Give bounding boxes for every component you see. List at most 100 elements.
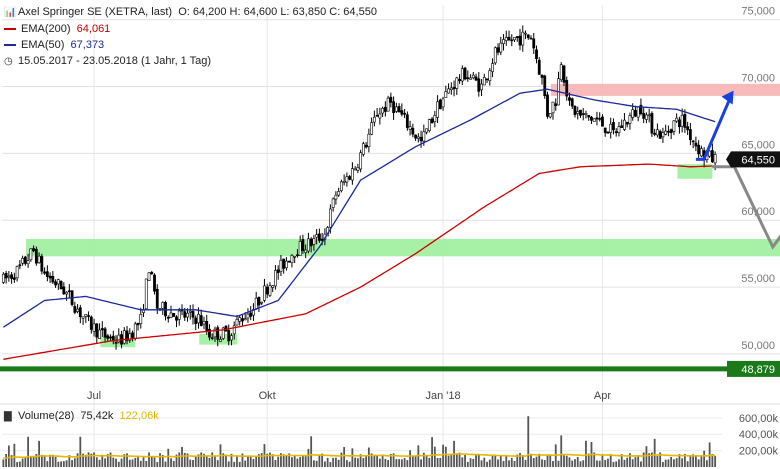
candle-body xyxy=(678,119,681,128)
candle-body xyxy=(565,80,569,97)
ema50-label: EMA(50) xyxy=(21,39,65,51)
ema200-value: 64,061 xyxy=(76,23,111,35)
volume-bar xyxy=(170,458,172,467)
volume-bar xyxy=(549,454,552,467)
candle-body xyxy=(430,118,434,124)
candle-body xyxy=(688,129,692,141)
volume-bar xyxy=(535,456,538,467)
candle-body xyxy=(381,108,385,114)
ema50-value: 67,373 xyxy=(70,39,105,51)
bottom-level-label: 48,879 xyxy=(741,364,775,376)
volume-bar xyxy=(315,460,318,467)
candle-body xyxy=(4,272,8,279)
volume-bar xyxy=(596,460,598,467)
ema50-swatch xyxy=(4,44,16,47)
volume-bar xyxy=(51,454,54,467)
volume-bar xyxy=(252,458,255,467)
volume-bar xyxy=(373,454,376,467)
volume-bar xyxy=(461,457,464,467)
candle-body xyxy=(186,312,189,318)
candle-body xyxy=(307,238,310,252)
candle-body xyxy=(438,99,442,110)
candle-body xyxy=(81,316,85,319)
volume-bar xyxy=(414,455,417,467)
candle-body xyxy=(414,134,417,139)
candle-body xyxy=(389,96,393,103)
candle-body xyxy=(147,272,151,281)
volume-bar xyxy=(447,455,450,467)
candle-body xyxy=(199,315,203,326)
candle-body xyxy=(155,288,159,309)
volume-bar xyxy=(145,461,148,467)
volume-bar xyxy=(458,452,461,467)
volume-bar xyxy=(13,443,16,467)
volume-bar xyxy=(532,458,535,467)
candle-body xyxy=(293,255,297,258)
volume-bar xyxy=(73,458,76,467)
volume-bar xyxy=(230,453,233,467)
legend-period: ◷ 15.05.2017 - 23.05.2018 (1 Jahr, 1 Tag) xyxy=(4,53,211,70)
volume-bar xyxy=(651,452,653,467)
volume-bar xyxy=(653,438,656,467)
candle-body xyxy=(471,74,475,79)
candle-body xyxy=(359,152,363,170)
candle-body xyxy=(298,241,302,256)
candle-body xyxy=(194,317,198,324)
candle-body xyxy=(98,329,101,339)
volume-bar xyxy=(681,458,684,467)
volume-bar xyxy=(527,416,530,467)
volume-bar xyxy=(35,453,38,467)
volume-bar xyxy=(189,459,192,467)
candle-body xyxy=(51,275,55,283)
volume-bar xyxy=(2,459,5,467)
volume-bar xyxy=(21,458,24,467)
volume-bar xyxy=(488,459,491,467)
volume-bar xyxy=(697,459,700,467)
volume-bar xyxy=(5,454,8,467)
volume-bar xyxy=(587,453,590,467)
ohlc-values: O: 64,200 H: 64,600 L: 63,850 C: 64,550 xyxy=(178,6,377,18)
candle-body xyxy=(559,64,563,81)
volume-bar xyxy=(10,455,13,467)
volume-bar xyxy=(233,461,236,467)
volume-bar xyxy=(288,453,291,467)
price-tick-label: 60,000 xyxy=(741,206,775,218)
candle-body xyxy=(642,112,646,119)
volume-bar xyxy=(505,456,508,467)
candle-body xyxy=(623,119,626,130)
volume-bar xyxy=(411,456,414,467)
volume-bar xyxy=(137,457,139,467)
candle-body xyxy=(161,302,165,309)
candle-body xyxy=(579,109,582,116)
candle-body xyxy=(713,154,717,164)
volume-bar xyxy=(464,454,466,467)
candle-body xyxy=(532,38,536,49)
time-tick-label: Apr xyxy=(594,390,611,402)
candle-body xyxy=(172,313,176,317)
candle-body xyxy=(650,113,654,134)
candle-body xyxy=(697,144,701,155)
candle-body xyxy=(595,117,599,120)
volume-bar xyxy=(491,455,494,467)
ema200-swatch xyxy=(4,28,16,31)
candle-body xyxy=(1,273,5,283)
candle-body xyxy=(334,194,338,200)
candle-body xyxy=(260,301,264,304)
volume-bar xyxy=(222,453,225,467)
volume-bar xyxy=(38,440,40,467)
candle-body xyxy=(617,126,621,133)
volume-bar xyxy=(609,454,612,467)
candle-body xyxy=(653,132,657,135)
candle-body xyxy=(378,113,382,119)
candle-body xyxy=(606,131,610,134)
gray-projection-arrow xyxy=(712,165,780,250)
volume-bar xyxy=(389,454,392,467)
candle-body xyxy=(265,286,269,295)
candle-body xyxy=(667,130,670,133)
volume-bar xyxy=(450,454,453,467)
volume-tick-label: 400,00k xyxy=(739,429,779,441)
candle-body xyxy=(529,37,533,40)
candle-body xyxy=(125,330,129,341)
candle-body xyxy=(628,115,632,124)
candle-body xyxy=(485,78,489,81)
